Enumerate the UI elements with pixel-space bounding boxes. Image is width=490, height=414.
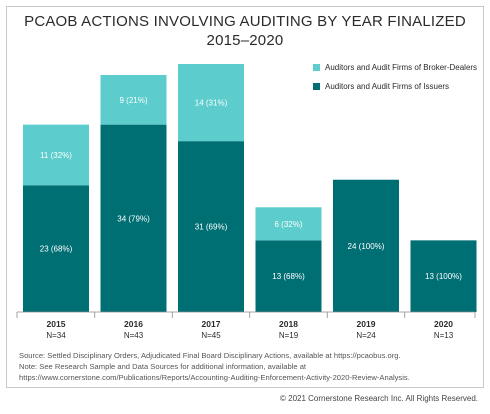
n-label-2017: N=45 (201, 331, 221, 340)
label-issuers-2020: 13 (100%) (425, 272, 462, 281)
n-label-2019: N=24 (356, 331, 376, 340)
bar-brokers-2015 (23, 124, 89, 186)
bar-brokers-2017 (178, 64, 244, 142)
research-note: Note: See Research Sample and Data Sourc… (19, 362, 307, 371)
label-brokers-2016: 9 (21%) (119, 96, 147, 105)
bar-issuers-2019 (333, 179, 399, 312)
year-label-2019: 2019 (357, 319, 376, 329)
n-label-2016: N=43 (124, 331, 144, 340)
bar-brokers-2016 (100, 75, 167, 125)
bar-brokers-2018 (255, 207, 322, 241)
label-brokers-2015: 11 (32%) (40, 151, 72, 160)
source-note: Source: Settled Disciplinary Orders, Adj… (19, 351, 401, 360)
label-brokers-2017: 14 (31%) (195, 99, 228, 108)
label-issuers-2017: 31 (69%) (195, 223, 228, 232)
year-label-2018: 2018 (279, 319, 298, 329)
n-label-2018: N=19 (279, 331, 299, 340)
label-issuers-2019: 24 (100%) (348, 242, 385, 251)
year-label-2020: 2020 (434, 319, 453, 329)
label-brokers-2018: 6 (32%) (274, 220, 302, 229)
legend-label-brokers: Auditors and Audit Firms of Broker-Deale… (325, 63, 477, 72)
chart-subtitle: 2015–2020 (206, 32, 284, 49)
legend-label-issuers: Auditors and Audit Firms of Issuers (325, 82, 449, 91)
year-label-2017: 2017 (202, 319, 221, 329)
label-issuers-2018: 13 (68%) (272, 272, 305, 281)
legend-swatch-brokers (313, 64, 320, 71)
label-issuers-2015: 23 (68%) (40, 245, 73, 254)
legend-swatch-issuers (313, 83, 320, 90)
bar-issuers-2016 (100, 124, 167, 312)
year-label-2016: 2016 (124, 319, 143, 329)
bar-issuers-2018 (255, 240, 322, 312)
bar-issuers-2020 (410, 240, 477, 312)
bar-issuers-2015 (23, 185, 89, 312)
label-issuers-2016: 34 (79%) (117, 214, 150, 223)
copyright: © 2021 Cornerstone Research Inc. All Rig… (280, 394, 478, 403)
n-label-2015: N=34 (46, 331, 66, 340)
n-label-2020: N=13 (434, 331, 454, 340)
research-url: https://www.cornerstone.com/Publications… (19, 373, 410, 382)
bar-issuers-2017 (178, 141, 244, 312)
year-label-2015: 2015 (47, 319, 66, 329)
chart-title: PCAOB ACTIONS INVOLVING AUDITING BY YEAR… (24, 13, 466, 30)
